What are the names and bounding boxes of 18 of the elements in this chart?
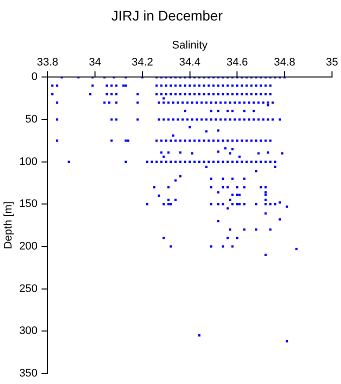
y-tick-label: 100 — [19, 156, 38, 168]
x-tick-label: 33.8 — [36, 56, 58, 69]
y-tick-label: 300 — [19, 325, 38, 338]
x-tick-label: 34.2 — [132, 56, 154, 69]
y-tick-label: 0 — [31, 71, 38, 84]
x-axis-title: Salinity — [172, 39, 208, 52]
x-tick-label: 34.6 — [226, 56, 248, 69]
x-tick-label: 34.4 — [179, 56, 200, 69]
x-tick-label: 34 — [88, 56, 102, 69]
y-tick-label: 150 — [19, 198, 38, 210]
x-tick-label: 34.8 — [274, 56, 296, 69]
y-tick-label: 250 — [19, 282, 38, 295]
chart-title: JIRJ in December — [111, 7, 223, 24]
y-tick-label: 50 — [25, 114, 38, 126]
y-tick-label: 200 — [19, 240, 38, 252]
y-tick-label: 350 — [19, 367, 38, 380]
x-tick-label: 35 — [326, 56, 338, 69]
y-axis-title: Depth [m] — [2, 201, 15, 250]
